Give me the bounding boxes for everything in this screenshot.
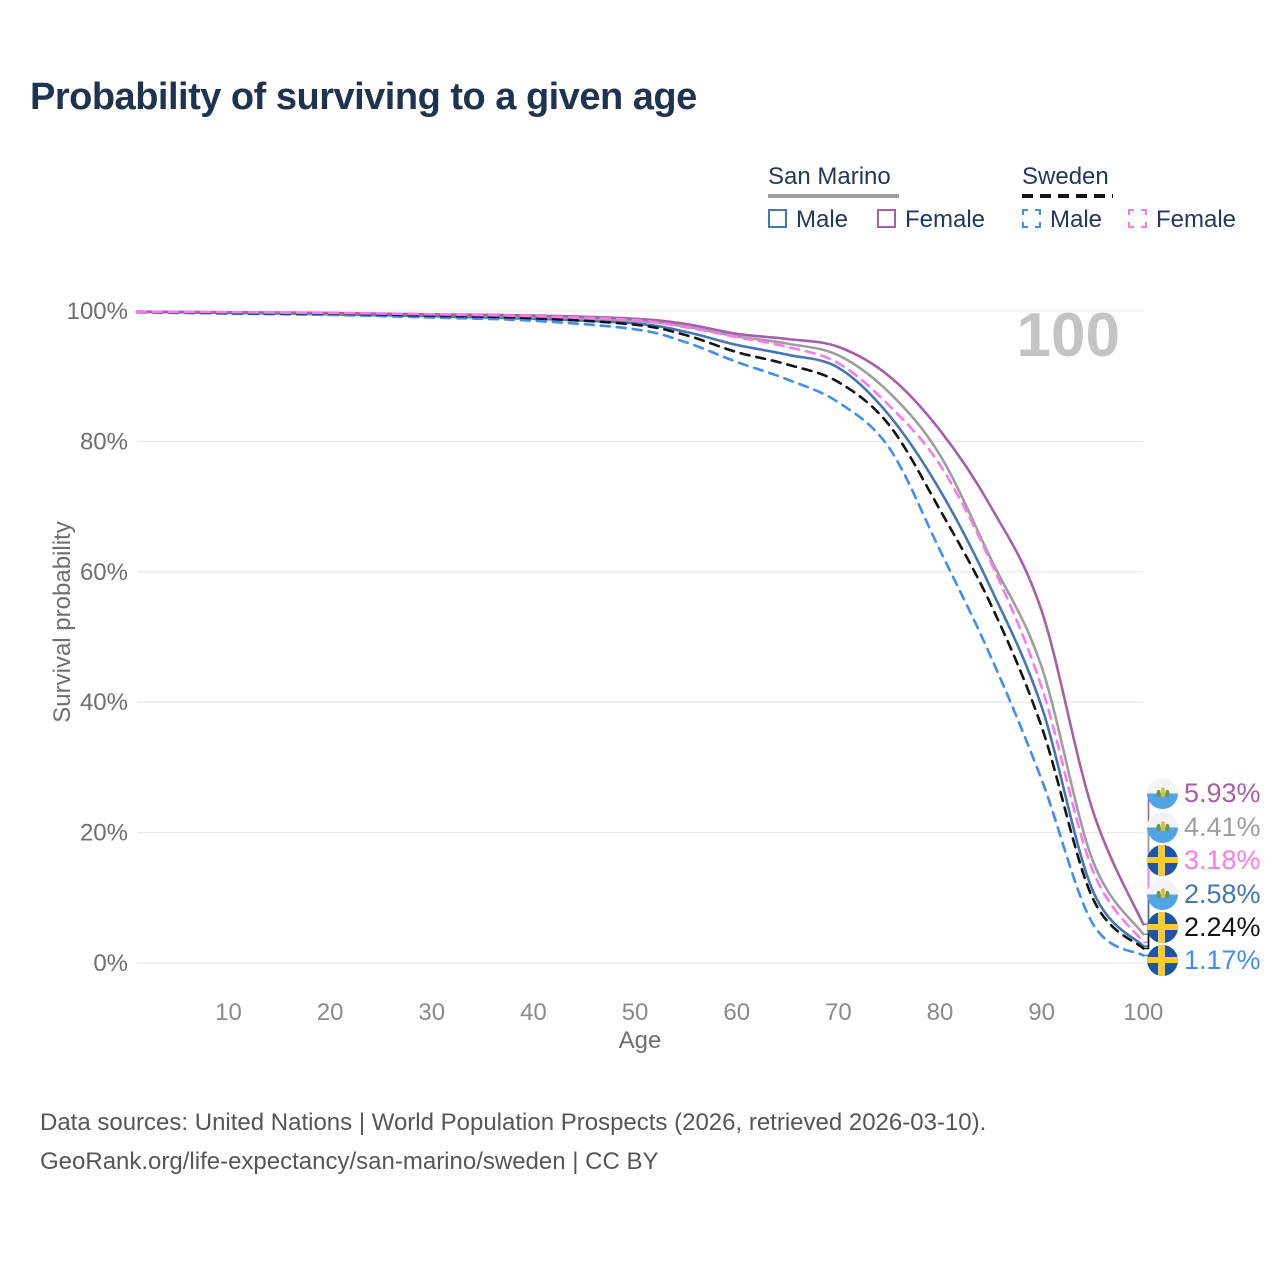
legend-label-sweden-male[interactable]: Male: [1050, 206, 1103, 233]
end-label-value: 5.93%: [1184, 777, 1261, 808]
curve-san-marino-male[interactable]: [135, 310, 1145, 948]
legend-swatch-san-marino-female[interactable]: [877, 209, 896, 228]
x-tick-label: 20: [317, 999, 344, 1026]
sweden-flag-icon: [1147, 844, 1178, 876]
legend-label-sweden-female[interactable]: Female: [1156, 206, 1237, 233]
x-tick-label: 60: [723, 999, 750, 1026]
san-marino-flag-icon: [1147, 777, 1178, 809]
legend-group-sweden: Sweden: [1022, 163, 1109, 190]
y-tick-label: 0%: [93, 950, 128, 977]
end-label-san-marino-male: 2.58%: [1147, 877, 1261, 911]
x-tick-label: 100: [1123, 999, 1163, 1026]
x-axis-title: Age: [618, 1027, 662, 1054]
gridlines: [137, 310, 1144, 964]
survival-curves: [135, 310, 1145, 957]
age-counter-watermark: 100: [1016, 301, 1120, 370]
legend-group-san-marino: San Marino: [768, 163, 891, 190]
curve-sweden-female[interactable]: [135, 310, 1145, 944]
attribution-line: GeoRank.org/life-expectancy/san-marino/s…: [40, 1148, 659, 1175]
x-tick-label: 50: [622, 999, 649, 1026]
curve-sweden-male[interactable]: [135, 311, 1145, 957]
x-tick-label: 80: [927, 999, 954, 1026]
legend-underline-san-marino: [768, 194, 899, 198]
y-tick-label: 60%: [80, 559, 128, 586]
legend-swatch-sweden-female[interactable]: [1128, 209, 1147, 228]
end-label-value: 1.17%: [1184, 944, 1261, 975]
y-tick-label: 80%: [80, 428, 128, 455]
end-label-value: 4.41%: [1184, 811, 1261, 842]
x-tick-label: 30: [418, 999, 445, 1026]
end-label-sweden-female: 3.18%: [1147, 843, 1261, 877]
sweden-flag-icon: [1147, 911, 1178, 943]
sweden-flag-icon: [1147, 944, 1178, 976]
page-title: Probability of surviving to a given age: [30, 76, 697, 118]
end-label-san-marino-female: 5.93%: [1147, 776, 1261, 810]
axis-ticks: 0% 20% 40% 60% 80% 100% 10 20 30 40 50 60 70 80 90 100: [67, 298, 1164, 1026]
end-label-value: 3.18%: [1184, 844, 1261, 875]
legend-label-san-marino-male[interactable]: Male: [796, 206, 849, 233]
data-sources-line: Data sources: United Nations | World Pop…: [40, 1109, 987, 1136]
end-label-san-marino-total: 4.41%: [1147, 810, 1261, 844]
san-marino-flag-icon: [1147, 811, 1178, 843]
y-tick-label: 100%: [67, 298, 128, 325]
y-tick-label: 40%: [80, 689, 128, 716]
legend-underline-sweden: [1022, 194, 1113, 198]
curve-san-marino-total[interactable]: [135, 310, 1145, 936]
end-label-sweden-male: 1.17%: [1147, 943, 1261, 977]
end-label-value: 2.24%: [1184, 911, 1261, 942]
x-tick-label: 90: [1028, 999, 1055, 1026]
legend-label-san-marino-female[interactable]: Female: [905, 206, 986, 233]
y-tick-label: 20%: [80, 820, 128, 847]
legend-swatch-sweden-male[interactable]: [1022, 209, 1041, 228]
x-tick-label: 70: [825, 999, 852, 1026]
end-label-value: 2.58%: [1184, 878, 1261, 909]
end-label-sweden-total: 2.24%: [1147, 910, 1261, 944]
x-tick-label: 10: [215, 999, 242, 1026]
san-marino-flag-icon: [1147, 878, 1178, 910]
legend-swatch-san-marino-male[interactable]: [768, 209, 787, 228]
x-tick-label: 40: [520, 999, 547, 1026]
curve-sweden-total[interactable]: [135, 310, 1145, 950]
